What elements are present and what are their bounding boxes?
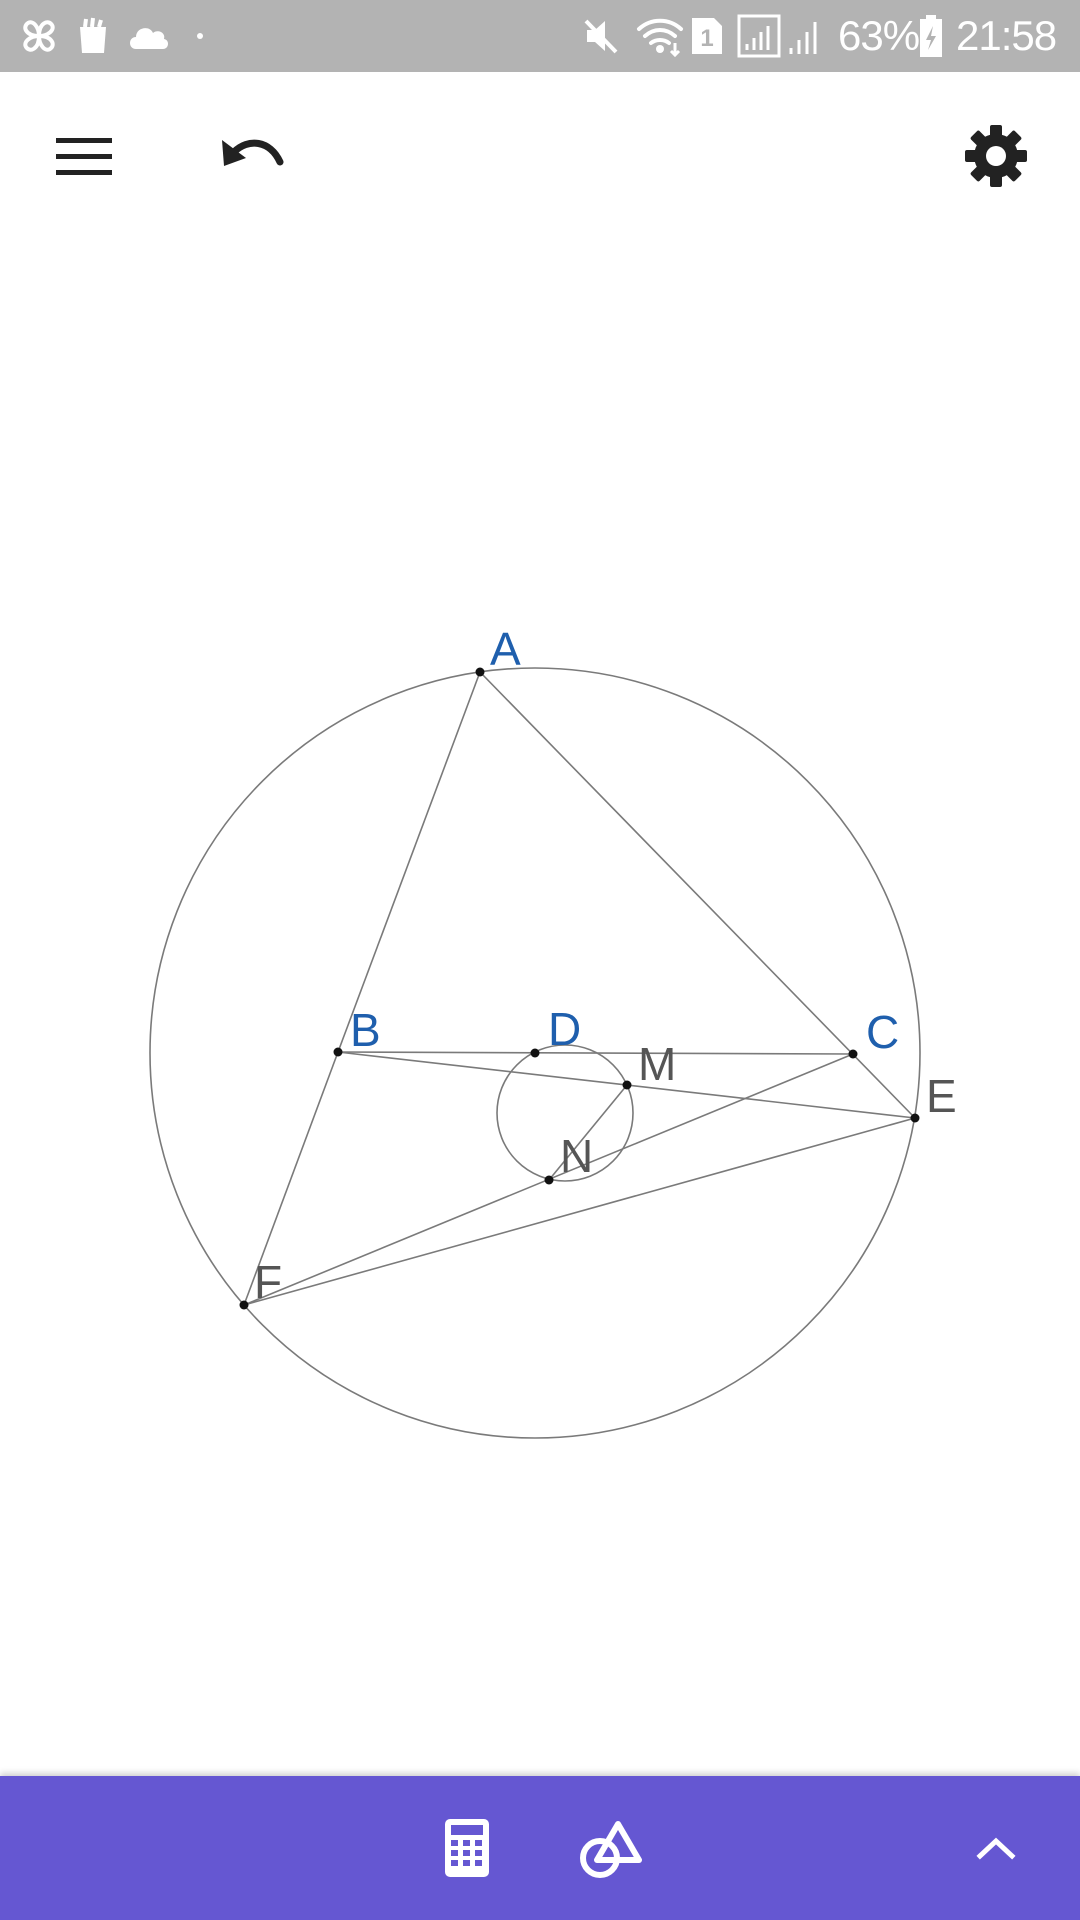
point-d[interactable]	[530, 1048, 540, 1058]
shapes-icon	[580, 1821, 642, 1878]
segment-ae[interactable]	[479, 671, 916, 1119]
chevron-up-icon	[976, 1837, 1016, 1860]
construction-drawing[interactable]: A B C D E F M N	[0, 242, 1080, 1776]
battery-percent: 63%	[838, 0, 920, 72]
label-f[interactable]: F	[254, 1256, 282, 1308]
battery-charging-icon	[918, 0, 944, 72]
signal-icon-2	[787, 0, 823, 72]
geometry-canvas[interactable]: A B C D E F M N	[0, 242, 1080, 1776]
cloud-icon	[126, 0, 170, 72]
battery-percent-text: 63%	[838, 12, 920, 59]
segment-ef[interactable]	[243, 1117, 916, 1306]
clock: 21:58	[956, 0, 1057, 72]
point-a[interactable]	[475, 667, 485, 677]
wifi-icon	[635, 0, 685, 72]
geometry-tools-button[interactable]	[560, 1798, 660, 1898]
segment-mn[interactable]	[548, 1084, 628, 1181]
bottom-bar	[0, 1776, 1080, 1920]
calculator-button[interactable]	[417, 1798, 517, 1898]
sim-icon: 1	[690, 0, 724, 72]
mute-icon	[583, 0, 619, 72]
status-bar: 1 63% 21:58	[0, 0, 1080, 72]
menu-icon	[56, 138, 112, 175]
clock-text: 21:58	[956, 12, 1057, 59]
point-b[interactable]	[333, 1047, 343, 1057]
top-toolbar	[0, 72, 1080, 242]
signal-icon	[737, 0, 781, 72]
label-d[interactable]: D	[548, 1003, 581, 1055]
point-c[interactable]	[848, 1049, 858, 1059]
small-circle[interactable]	[496, 1044, 634, 1182]
label-n[interactable]: N	[560, 1130, 593, 1182]
bag-icon	[76, 0, 110, 72]
gear-icon	[965, 125, 1027, 187]
svg-text:1: 1	[700, 25, 713, 52]
calculator-icon	[445, 1819, 489, 1877]
undo-button[interactable]	[202, 106, 302, 206]
undo-icon	[222, 139, 284, 166]
settings-button[interactable]	[946, 106, 1046, 206]
point-n[interactable]	[544, 1175, 554, 1185]
point-f[interactable]	[239, 1300, 249, 1310]
point-m[interactable]	[622, 1080, 632, 1090]
menu-button[interactable]	[34, 106, 134, 206]
circumcircle[interactable]	[149, 667, 921, 1439]
label-m[interactable]: M	[638, 1038, 676, 1090]
label-a[interactable]: A	[490, 623, 521, 675]
segment-bf[interactable]	[243, 1051, 339, 1306]
segment-ab[interactable]	[337, 671, 481, 1053]
label-e[interactable]: E	[926, 1070, 957, 1122]
segment-bc[interactable]	[337, 1051, 854, 1055]
pinwheel-icon	[18, 0, 60, 72]
expand-button[interactable]	[946, 1798, 1046, 1898]
label-b[interactable]: B	[350, 1004, 381, 1056]
point-e[interactable]	[910, 1113, 920, 1123]
label-c[interactable]: C	[866, 1006, 899, 1058]
dot-icon	[195, 0, 205, 72]
